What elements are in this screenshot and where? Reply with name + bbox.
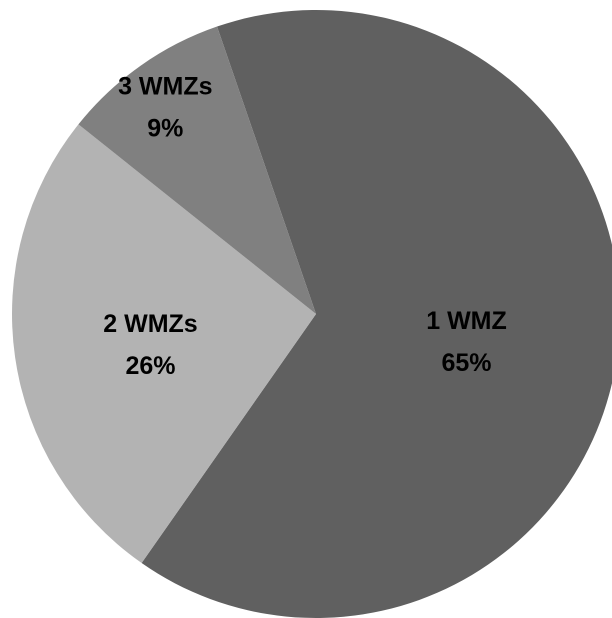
pie-slices <box>12 9 612 618</box>
slice-value-label-1-wmz: 65% <box>441 349 491 377</box>
pie-labels: 1 WMZ 65% 2 WMZs 26% 3 WMZs 9% <box>103 72 507 379</box>
pie-slice-2-wmzs <box>12 124 316 564</box>
pie-slice-3-wmzs <box>78 26 316 315</box>
pie-slice-1-wmz <box>141 9 612 618</box>
slice-category-label-1-wmz: 1 WMZ <box>426 307 507 335</box>
slice-value-label-2-wmzs: 26% <box>125 352 175 380</box>
slice-value-label-3-wmzs: 9% <box>147 114 183 142</box>
slice-category-label-2-wmzs: 2 WMZs <box>103 310 197 338</box>
slice-category-label-3-wmzs: 3 WMZs <box>118 72 212 100</box>
